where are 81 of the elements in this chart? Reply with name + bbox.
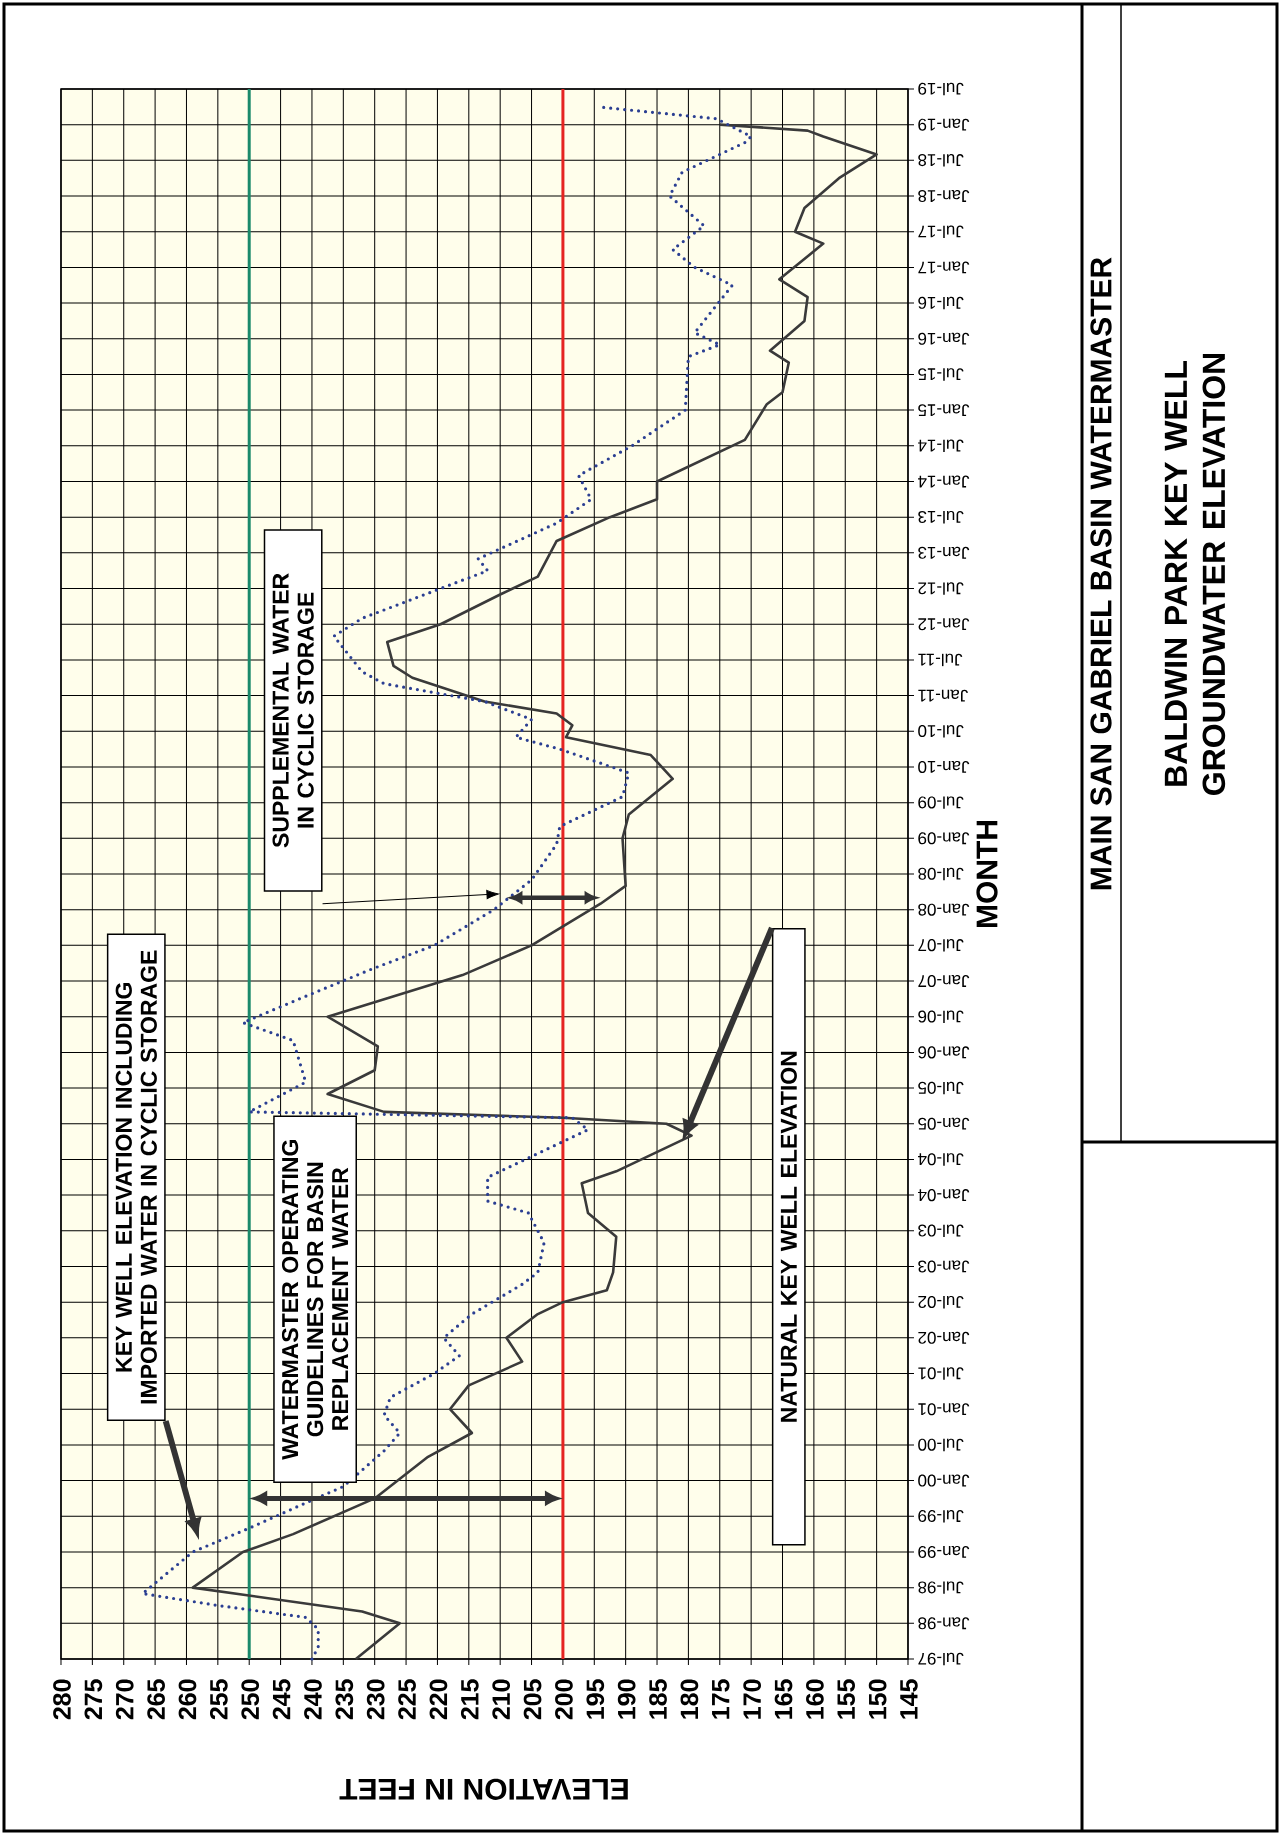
x-tick-label: 210 <box>492 1679 511 1720</box>
y-tick-label: Jul-07 <box>918 939 964 952</box>
y-tick-label: Jan-15 <box>918 404 970 417</box>
x-tick-label: 150 <box>868 1679 887 1719</box>
y-tick-label: Jan-12 <box>918 618 970 631</box>
x-tick-label: 190 <box>617 1679 636 1719</box>
y-tick-label: Jan-10 <box>918 760 970 773</box>
annotation: KEY WELL ELEVATION INCLUDING IMPORTED WATER IN CYCLIC STORAGE <box>115 950 157 1404</box>
y-tick-label: Jan-02 <box>918 1331 970 1344</box>
x-tick-label: 170 <box>743 1679 761 1719</box>
x-tick-label: 240 <box>304 1679 322 1720</box>
x-tick-label: 185 <box>649 1679 667 1719</box>
x-tick-label: 280 <box>53 1679 71 1720</box>
y-tick-label: Jul-16 <box>918 296 964 310</box>
x-tick-label: 275 <box>84 1679 103 1720</box>
x-tick-label: 200 <box>555 1679 573 1720</box>
y-tick-label: Jan-06 <box>918 1046 970 1059</box>
y-tick-label: Jan-04 <box>918 1189 970 1202</box>
y-tick-label: Jan-01 <box>918 1403 970 1416</box>
x-tick-label: 245 <box>272 1679 291 1720</box>
y-tick-label: Jul-11 <box>918 653 963 667</box>
y-tick-label: Jul-13 <box>918 510 964 524</box>
x-tick-label: 155 <box>837 1679 855 1719</box>
x-tick-label: 175 <box>712 1679 730 1719</box>
y-tick-label: Jul-15 <box>918 368 964 381</box>
y-tick-label: Jul-09 <box>918 796 964 809</box>
x-tick-label: 220 <box>429 1679 448 1720</box>
y-tick-label: Jul-18 <box>918 154 964 167</box>
x-tick-label: 160 <box>806 1679 824 1719</box>
annotation: SUPPLEMENTAL WATER IN CYCLIC STORAGE <box>272 573 314 848</box>
annotation: NATURAL KEY WELL ELEVATION <box>780 1051 797 1422</box>
text: MAIN SAN GABRIEL BASIN WATERMASTER <box>1090 257 1112 890</box>
y-tick-label: Jan-05 <box>918 1117 970 1130</box>
y-tick-label: Jul-17 <box>918 225 964 238</box>
y-tick-label: Jan-11 <box>918 689 968 702</box>
x-tick-label: 180 <box>680 1679 699 1719</box>
y-tick-label: Jan-09 <box>918 832 970 845</box>
y-tick-label: Jul-97 <box>918 1652 964 1666</box>
x-tick-label: 270 <box>115 1679 134 1720</box>
x-tick-label: 235 <box>335 1679 354 1720</box>
x-tick-label: 255 <box>209 1679 228 1720</box>
y-tick-label: Jan-17 <box>918 261 970 274</box>
y-axis-title: MONTH <box>976 821 998 927</box>
y-tick-label: Jul-10 <box>918 725 964 738</box>
x-tick-label: 230 <box>366 1679 385 1720</box>
annotation: WATERMASTER OPERATING GUIDELINES FOR BASIN REPLACEMENT WATER <box>281 1140 349 1460</box>
y-tick-label: Jul-01 <box>918 1367 964 1380</box>
y-tick-label: Jan-13 <box>918 546 970 559</box>
y-tick-label: Jul-06 <box>918 1010 964 1023</box>
x-tick-label: 145 <box>900 1679 918 1719</box>
y-tick-label: Jul-98 <box>918 1581 964 1594</box>
y-tick-label: Jan-99 <box>918 1545 970 1558</box>
y-tick-label: Jul-00 <box>918 1438 964 1452</box>
text: BALDWIN PARK KEY WELL GROUNDWATER ELEVATION <box>1164 353 1226 795</box>
x-tick-label: 265 <box>147 1679 165 1720</box>
y-tick-label: Jan-19 <box>918 118 970 131</box>
y-tick-label: Jul-02 <box>918 1295 964 1309</box>
x-axis-title: ELEVATION IN FEET <box>339 1778 628 1800</box>
y-tick-label: Jan-08 <box>918 903 970 916</box>
x-tick-label: 165 <box>774 1679 793 1719</box>
y-tick-label: Jul-04 <box>918 1153 964 1166</box>
x-tick-label: 260 <box>178 1679 197 1720</box>
y-tick-label: Jul-03 <box>918 1224 964 1238</box>
y-tick-label: Jul-99 <box>918 1510 964 1523</box>
y-tick-label: Jul-08 <box>918 867 964 881</box>
y-tick-label: Jan-18 <box>918 190 970 203</box>
y-tick-label: Jan-03 <box>918 1260 970 1273</box>
y-tick-label: Jul-05 <box>918 1081 964 1095</box>
y-tick-label: Jan-16 <box>918 332 970 345</box>
x-tick-label: 205 <box>523 1679 542 1720</box>
y-tick-label: Jan-07 <box>918 975 970 988</box>
y-tick-label: Jul-14 <box>918 439 964 453</box>
x-tick-label: 195 <box>586 1679 605 1719</box>
y-tick-label: Jan-98 <box>918 1617 970 1630</box>
x-tick-label: 215 <box>460 1679 479 1720</box>
y-tick-label: Jul-12 <box>918 582 964 595</box>
y-tick-label: Jul-19 <box>918 82 964 96</box>
x-tick-label: 225 <box>398 1679 416 1720</box>
x-tick-label: 250 <box>241 1679 260 1720</box>
y-tick-label: Jan-14 <box>918 475 970 488</box>
y-tick-label: Jan-00 <box>918 1474 970 1487</box>
